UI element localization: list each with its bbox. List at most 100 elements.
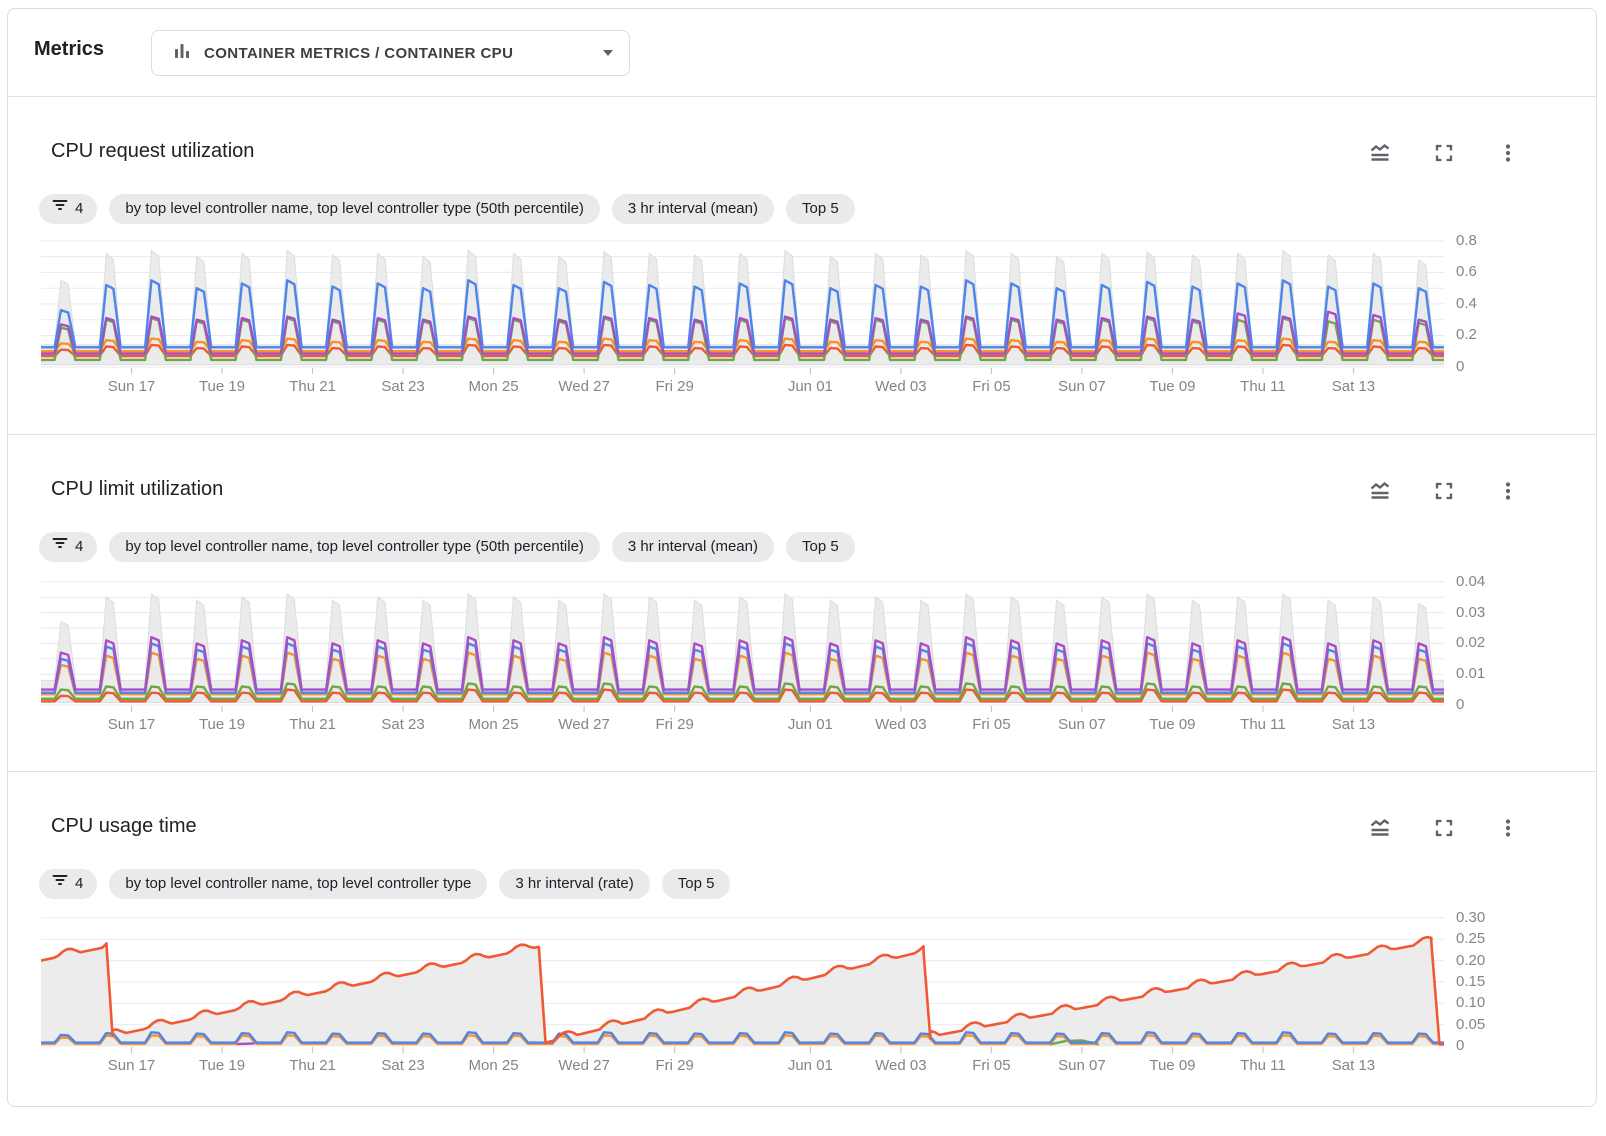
filter-chip[interactable]: 4 (39, 869, 98, 899)
fullscreen-icon[interactable] (1432, 141, 1456, 165)
filter-list-icon (51, 194, 69, 224)
y-axis-label: 0.25 (1456, 930, 1486, 948)
chart-plot-area[interactable] (39, 571, 1446, 718)
filter-count: 4 (75, 875, 84, 892)
chart-card-cpu-usage-time: CPU usage time 4 by top level controller… (8, 771, 1596, 1108)
more-vert-icon[interactable] (1496, 141, 1520, 165)
metrics-label: Metrics (34, 38, 105, 60)
x-axis-label: Jun 01 (787, 1057, 833, 1074)
chart-svg[interactable] (39, 908, 1446, 1054)
x-axis-label: Wed 27 (558, 1057, 610, 1074)
top-n-chip: Top 5 (785, 532, 855, 562)
chart-actions (1368, 479, 1520, 503)
filter-chip[interactable]: 4 (39, 532, 98, 562)
series-purple (39, 636, 1446, 691)
x-axis-label: Wed 03 (875, 378, 927, 395)
multiline-chart-icon[interactable] (1368, 816, 1392, 840)
chart-card-cpu-limit-utilization: CPU limit utilization 4 by top level con… (8, 434, 1596, 771)
more-vert-icon[interactable] (1496, 479, 1520, 503)
filter-count: 4 (75, 200, 84, 217)
chart-actions (1368, 141, 1520, 165)
x-axis-label: Mon 25 (468, 716, 519, 733)
x-axis-label: Thu 11 (1240, 378, 1286, 395)
x-axis-label: Fri 29 (655, 1057, 694, 1074)
x-axis-label: Fri 05 (972, 1057, 1011, 1074)
y-axis-label: 0.05 (1456, 1015, 1486, 1033)
chart-title: CPU limit utilization (51, 478, 224, 500)
chart-title: CPU usage time (51, 815, 197, 837)
x-axis-label: Sun 07 (1058, 378, 1106, 395)
series-orange (39, 651, 1446, 696)
metrics-header: Metrics CONTAINER METRICS / CONTAINER CP… (8, 9, 1596, 96)
filter-list-icon (51, 869, 69, 899)
y-axis-label: 0 (1456, 1037, 1465, 1054)
x-axis-label: Sat 23 (381, 1057, 425, 1074)
y-axis-label: 0.8 (1456, 231, 1477, 249)
x-axis-label: Tue 19 (198, 1057, 246, 1074)
chart-title: CPU request utilization (51, 140, 255, 162)
chart-plot-area[interactable] (39, 908, 1446, 1059)
fullscreen-icon[interactable] (1432, 479, 1456, 503)
x-axis-label: Sun 17 (107, 1057, 156, 1074)
x-axis-label: Sat 23 (381, 716, 425, 733)
filter-list-icon (51, 532, 69, 562)
group-by-chip: by top level controller name, top level … (109, 532, 600, 562)
multiline-chart-icon[interactable] (1368, 141, 1392, 165)
series-blue (39, 642, 1446, 694)
metric-selector-dropdown[interactable]: CONTAINER METRICS / CONTAINER CPU (151, 30, 630, 76)
y-axis-label: 0.30 (1456, 908, 1486, 926)
y-axis-label: 0.4 (1456, 294, 1477, 312)
y-axis-label: 0.15 (1456, 972, 1486, 990)
chart-plot-area[interactable] (39, 233, 1446, 380)
x-axis-label: Fri 05 (972, 378, 1011, 395)
x-axis-label: Sun 17 (107, 716, 156, 733)
fullscreen-icon[interactable] (1432, 816, 1456, 840)
series-red (39, 688, 1446, 703)
y-axis-label: 0.20 (1456, 951, 1486, 969)
dashboard-panel: Metrics CONTAINER METRICS / CONTAINER CP… (7, 8, 1597, 1107)
x-axis-label: Thu 21 (289, 716, 336, 733)
x-axis-label: Wed 03 (875, 716, 927, 733)
chip-row: 4 by top level controller name, top leve… (39, 532, 855, 562)
caret-down-icon (603, 50, 613, 56)
series-red (39, 343, 1446, 358)
series-lines (39, 636, 1446, 703)
x-axis-label: Thu 21 (289, 378, 336, 395)
series-purple (39, 310, 1446, 355)
x-axis-label: Fri 29 (655, 378, 694, 395)
x-axis-label: Mon 25 (468, 378, 519, 395)
top-n-chip: Top 5 (661, 869, 731, 899)
more-vert-icon[interactable] (1496, 816, 1520, 840)
chip-row: 4 by top level controller name, top leve… (39, 194, 855, 224)
x-axis-label: Tue 09 (1149, 1057, 1196, 1074)
series-green (39, 316, 1446, 362)
x-axis-label: Sun 07 (1058, 716, 1106, 733)
x-axis-label: Fri 05 (972, 716, 1011, 733)
series-red-sawtooth (39, 935, 1446, 1046)
bar-chart-icon (172, 41, 192, 66)
chart-card-cpu-request-utilization: CPU request utilization 4 by top level c… (8, 96, 1596, 434)
x-axis-label: Thu 11 (1240, 716, 1286, 733)
series-blue (39, 1031, 1446, 1044)
filter-count: 4 (75, 538, 84, 555)
multiline-chart-icon[interactable] (1368, 479, 1392, 503)
y-axis-label: 0.04 (1456, 572, 1486, 590)
interval-chip: 3 hr interval (rate) (499, 869, 650, 899)
x-axis-label: Sat 23 (381, 378, 425, 395)
x-axis-label: Sat 13 (1331, 716, 1376, 733)
y-axis-label: 0.2 (1456, 326, 1477, 344)
x-axis-label: Tue 09 (1149, 716, 1196, 733)
x-axis-label: Sat 13 (1331, 1057, 1376, 1074)
y-axis-label: 0.6 (1456, 263, 1477, 281)
x-ticks (130, 1047, 1355, 1053)
chart-svg[interactable] (39, 233, 1446, 375)
x-axis-label: Wed 27 (558, 716, 610, 733)
x-axis-label: Wed 03 (875, 1057, 927, 1074)
filter-chip[interactable]: 4 (39, 194, 98, 224)
chart-svg[interactable] (39, 571, 1446, 713)
x-axis-label: Thu 11 (1240, 1057, 1286, 1074)
x-axis-label: Wed 27 (558, 378, 610, 395)
x-axis-label: Sun 07 (1058, 1057, 1106, 1074)
top-n-chip: Top 5 (785, 194, 855, 224)
